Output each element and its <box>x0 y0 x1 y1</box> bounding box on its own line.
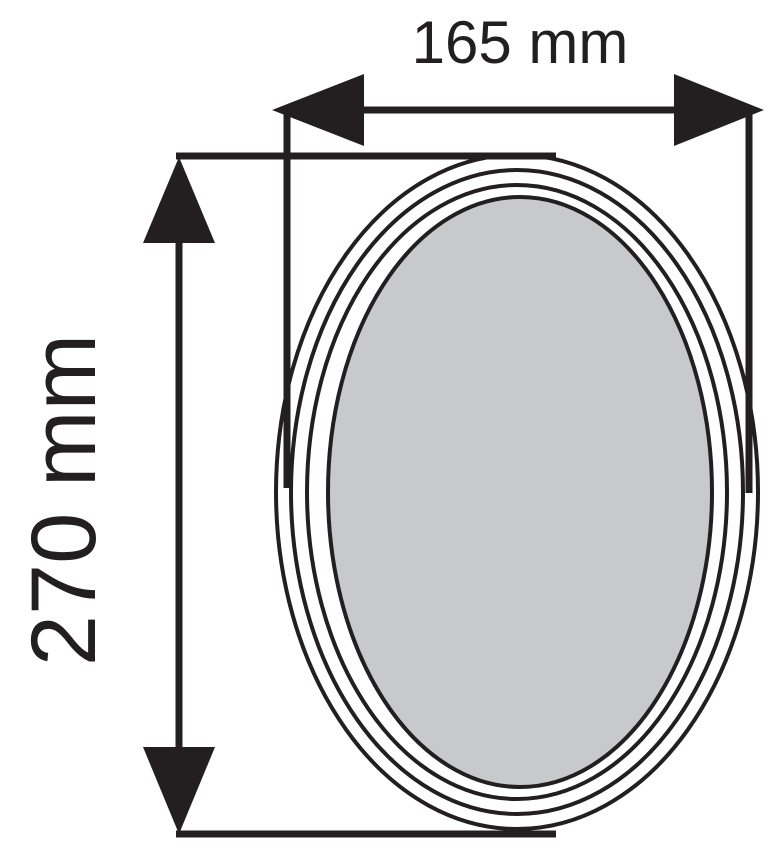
oval-plaque <box>274 153 760 831</box>
plaque-plate <box>326 195 714 789</box>
width-label: 165 mm <box>412 9 629 76</box>
height-dimension: 270 mm <box>13 152 556 838</box>
width-arrowhead-left <box>272 74 364 146</box>
height-arrowhead-top <box>143 157 215 243</box>
height-label: 270 mm <box>13 334 115 666</box>
width-dimension: 165 mm <box>272 9 764 493</box>
height-arrowhead-bottom <box>143 747 215 834</box>
width-arrowhead-right <box>674 74 764 146</box>
